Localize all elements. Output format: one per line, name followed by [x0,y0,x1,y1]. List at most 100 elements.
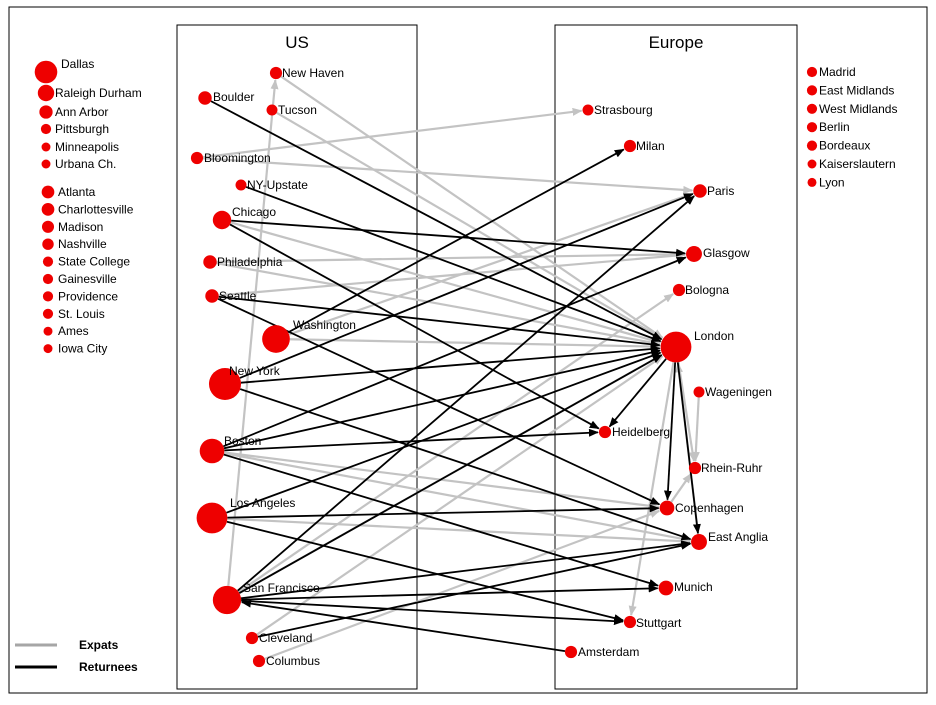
node-eastanglia [691,534,707,550]
left-top-label-3: Pittsburgh [55,122,109,136]
node-tucson [266,104,278,116]
node-heidelberg [598,425,612,439]
left-bottom-label-8: Ames [58,324,89,338]
node-nyupstate [235,179,247,191]
legend: Expats Returnees [15,638,138,674]
node-label-bloomington: Bloomington [204,151,271,165]
right-label-4: Bordeaux [819,139,870,153]
node-label-chicago: Chicago [232,205,276,219]
left-bottom-node-3 [42,238,54,250]
left-bottom-node-7 [42,308,54,319]
node-munich [658,580,674,596]
edge-expat-chicago-to-london [230,221,662,345]
edge-returnee-seattle-to-copenhagen [217,298,661,506]
node-label-newhaven: New Haven [282,66,344,80]
right-label-2: West Midlands [819,102,897,116]
right-node-5 [807,159,817,169]
edge-expat-copenhagen-to-rheinruhr [670,472,692,503]
node-milan [623,139,637,153]
edge-returnee-losangeles-to-copenhagen [227,504,660,519]
edge-expat-washington-to-paris [288,192,694,336]
left-bottom-node-6 [42,291,54,302]
node-label-munich: Munich [674,580,713,594]
node-wageningen [693,386,705,398]
left-bottom-label-1: Charlottesville [58,202,134,216]
edge-returnee-nyupstate-to-london [245,186,662,343]
left-top-node-4 [41,142,51,152]
edge-returnee-london-to-eastanglia [676,362,701,535]
edge-returnee-london-to-copenhagen [663,362,677,501]
node-label-paris: Paris [707,184,734,198]
edge-returnee-newyork-to-paris [239,193,694,379]
node-philadelphia [203,255,217,269]
left-top-node-0 [34,60,58,84]
node-sanfrancisco [212,585,242,615]
node-label-sanfrancisco: San Francisco [243,581,320,595]
node-washington [262,325,290,353]
europe-panel-title: Europe [649,33,704,52]
edge-expat-london-to-stuttgart [628,362,675,616]
left-bottom-node-5 [42,273,54,285]
edge-returnee-sanfrancisco-to-stuttgart [241,599,624,626]
left-top-label-0: Dallas [61,57,94,71]
edge-returnee-boston-to-london [223,348,661,450]
node-boston [199,438,225,464]
node-rheinruhr [688,461,702,475]
node-bloomington [190,151,204,165]
node-seattle [205,289,219,303]
edge-returnee-boulder-to-london [210,100,663,341]
right-node-1 [806,85,818,96]
node-label-eastanglia: East Anglia [708,530,768,544]
left-top-node-2 [39,105,53,119]
edge-returnee-cleveland-to-eastanglia [257,541,692,638]
node-label-amsterdam: Amsterdam [578,645,639,659]
left-top-label-4: Minneapolis [55,140,119,154]
left-bottom-label-6: Providence [58,289,118,303]
left-top-node-3 [40,123,52,135]
left-bottom-label-9: Iowa City [58,342,107,356]
node-label-tucson: Tucson [278,103,317,117]
edge-returnee-washington-to-milan [287,148,625,334]
node-glasgow [686,246,702,262]
edge-returnee-sanfrancisco-to-eastanglia [240,540,692,600]
node-label-rheinruhr: Rhein-Ruhr [701,461,762,475]
node-cleveland [245,631,259,645]
node-label-glasgow: Glasgow [703,246,750,260]
edge-expat-wageningen-to-rheinruhr [691,397,700,462]
edge-returnee-boston-to-glasgow [223,256,687,448]
node-chicago [212,210,232,230]
node-label-strasbourg: Strasbourg [594,103,653,117]
node-label-heidelberg: Heidelberg [612,425,670,439]
right-label-6: Lyon [819,175,845,189]
edge-expat-bloomington-to-paris [203,157,694,194]
edge-returnee-sanfrancisco-to-paris [237,195,695,592]
right-node-2 [806,103,818,114]
right-label-0: Madrid [819,65,856,79]
outer-border [8,6,928,694]
node-paris [693,184,707,198]
node-columbus [252,654,266,668]
node-losangeles [196,502,228,534]
node-label-london: London [694,329,734,343]
edge-expat-bloomington-to-strasbourg [202,107,583,159]
right-label-1: East Midlands [819,83,894,97]
edge-returnee-chicago-to-heidelberg [229,223,600,430]
left-bottom-node-4 [42,256,54,267]
node-bologna [672,283,686,297]
node-boulder [198,91,212,105]
node-strasbourg [582,104,594,116]
edge-expat-sanfrancisco-to-newhaven [227,79,279,587]
nodes-layer: New Haven Boulder Tucson Bloomington NY-Upst… [190,66,772,668]
edges-layer [202,75,701,660]
node-label-wageningen: Wageningen [705,385,772,399]
node-copenhagen [659,500,675,516]
left-top-label-2: Ann Arbor [55,105,108,119]
node-label-columbus: Columbus [266,654,320,668]
left-top-label-1: Raleigh Durham [55,86,142,100]
node-label-stuttgart: Stuttgart [636,616,682,630]
left-bottom-label-2: Madison [58,220,103,234]
node-label-washington: Washington [293,318,356,332]
edge-returnee-sanfrancisco-to-munich [241,584,659,601]
